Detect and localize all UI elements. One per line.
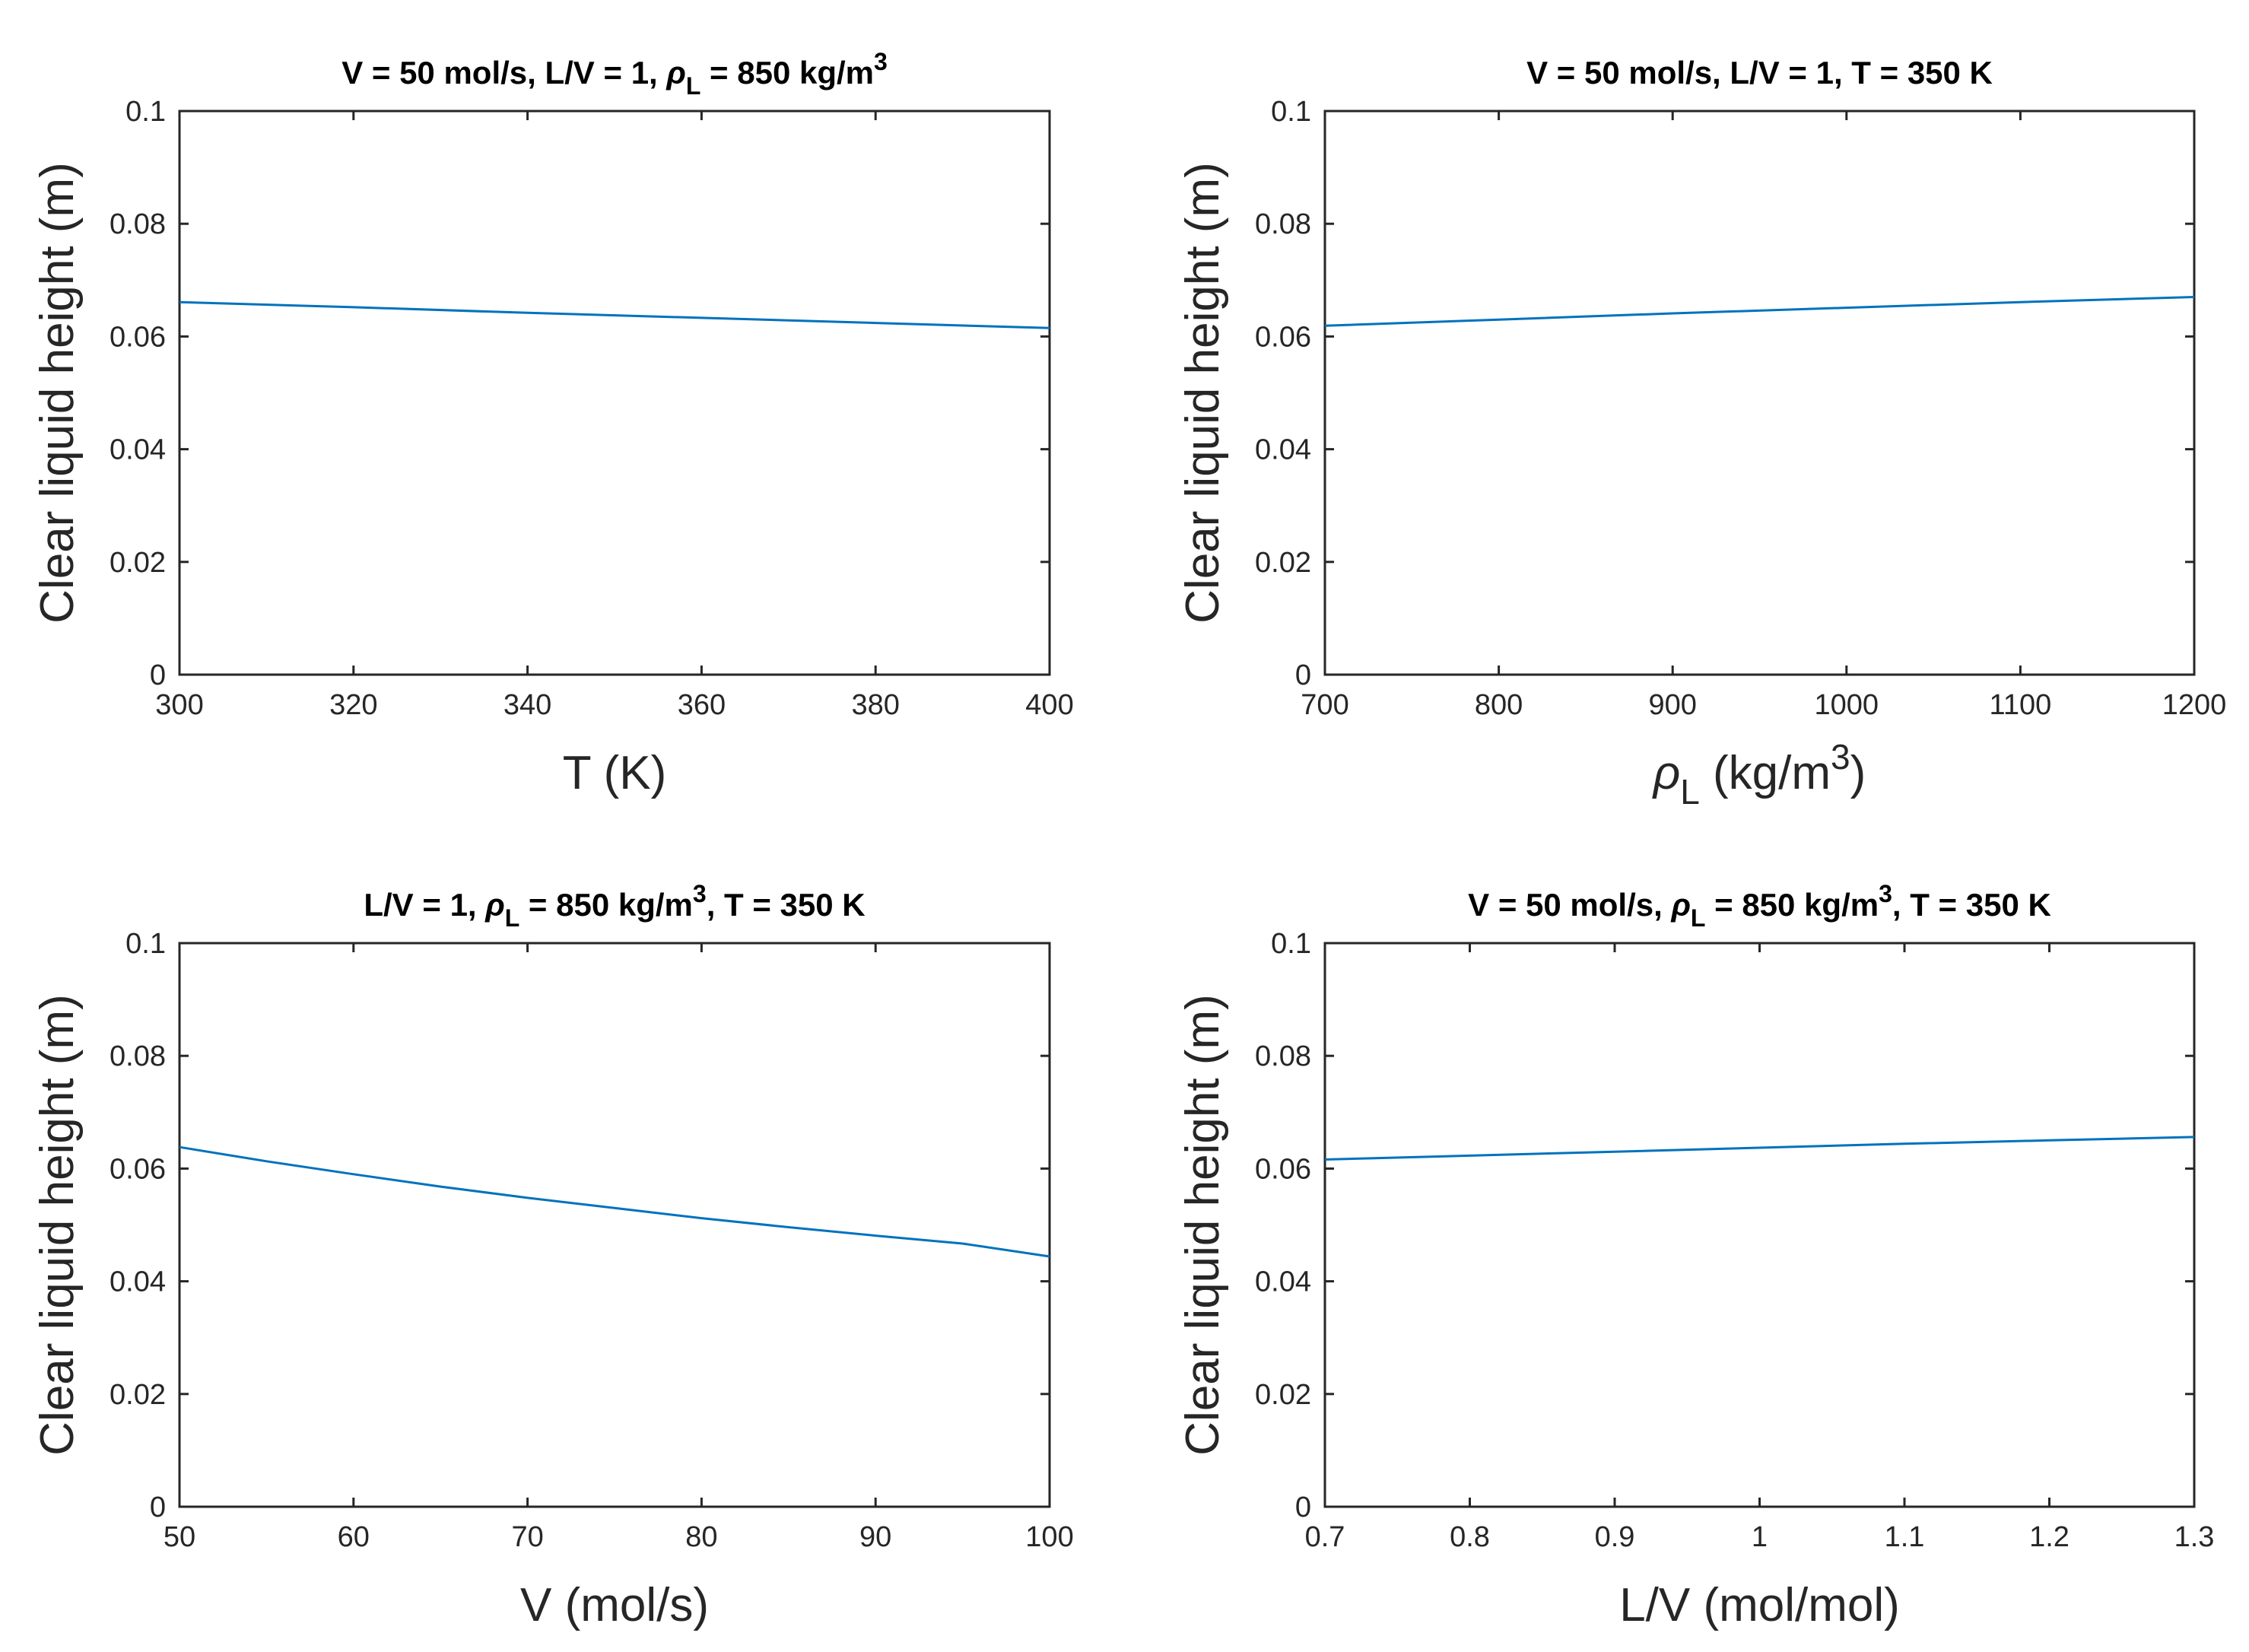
subplot-1: 300 320 340 360 380 400 0 0.02 0.04 0.06 0.08 0.1 V … xyxy=(31,48,1074,799)
plot-frame xyxy=(1323,110,2196,676)
x-tick-label: 80 xyxy=(685,1521,717,1553)
y-tick-label: 0.02 xyxy=(1255,1379,1311,1411)
x-tick-label: 1.3 xyxy=(2174,1521,2215,1553)
x-tick-label: 1200 xyxy=(2162,689,2227,721)
x-axis-label: T (K) xyxy=(563,747,667,799)
chart-title: V = 50 mol/s, L/V = 1, T = 350 K xyxy=(1526,55,1993,91)
subplot-3: 50 60 70 80 90 100 0 0.02 0.04 0.06 0.08 0.1 L/V = 1… xyxy=(31,880,1074,1631)
x-tick-label: 1 xyxy=(1752,1521,1768,1553)
y-tick-label: 0.02 xyxy=(110,1379,166,1411)
y-tick-label: 0.02 xyxy=(110,547,166,579)
x-tick-label: 0.8 xyxy=(1450,1521,1490,1553)
x-tick-label: 900 xyxy=(1648,689,1696,721)
series-line xyxy=(179,300,1050,329)
plot-frame xyxy=(1323,942,2196,1508)
x-tick-label: 340 xyxy=(503,689,551,721)
y-tick-label: 0.1 xyxy=(125,928,166,960)
y-tick-label: 0.08 xyxy=(110,208,166,240)
x-axis-label: ρL (kg/m3) xyxy=(1652,737,1866,812)
x-tick-label: 700 xyxy=(1301,689,1348,721)
x-axis-label: V (mol/s) xyxy=(520,1579,709,1631)
series-line xyxy=(1324,296,2195,327)
x-tick-label: 0.7 xyxy=(1305,1521,1345,1553)
y-tick-label: 0.06 xyxy=(1255,321,1311,353)
x-tick-label: 800 xyxy=(1475,689,1523,721)
x-tick-label: 70 xyxy=(511,1521,543,1553)
y-tick-label: 0.04 xyxy=(110,1266,166,1298)
y-tick-label: 0.06 xyxy=(110,1153,166,1185)
y-tick-label: 0.04 xyxy=(1255,1266,1311,1298)
chart-title: V = 50 mol/s, L/V = 1, ρL = 850 kg/m3 xyxy=(341,48,888,100)
x-tick-label: 90 xyxy=(859,1521,891,1553)
x-tick-label: 0.9 xyxy=(1595,1521,1635,1553)
subplot-2: 700 800 900 1000 1100 1200 0 0.02 0.04 0.06 0.08 0.… xyxy=(1177,55,2226,812)
y-axis-label: Clear liquid height (m) xyxy=(31,994,84,1455)
y-axis-label: Clear liquid height (m) xyxy=(1177,162,1229,623)
x-tick-label: 320 xyxy=(329,689,377,721)
y-tick-label: 0.04 xyxy=(110,434,166,466)
x-tick-label: 1.1 xyxy=(1885,1521,1925,1553)
series-line xyxy=(1324,1136,2195,1161)
y-tick-label: 0.08 xyxy=(1255,208,1311,240)
y-tick-label: 0.06 xyxy=(1255,1153,1311,1185)
chart-title: V = 50 mol/s, ρL = 850 kg/m3, T = 350 K xyxy=(1468,880,2051,932)
x-tick-label: 380 xyxy=(851,689,899,721)
y-tick-label: 0.1 xyxy=(1271,96,1311,128)
x-tick-label: 50 xyxy=(164,1521,195,1553)
y-axis-label: Clear liquid height (m) xyxy=(31,162,84,623)
x-axis-label: L/V (mol/mol) xyxy=(1619,1579,1900,1631)
y-tick-label: 0.06 xyxy=(110,321,166,353)
x-tick-label: 1100 xyxy=(1990,689,2052,721)
y-axis-label: Clear liquid height (m) xyxy=(1177,994,1229,1455)
chart-title: L/V = 1, ρL = 850 kg/m3, T = 350 K xyxy=(364,880,865,932)
y-tick-label: 0 xyxy=(150,1492,166,1523)
plot-frame xyxy=(178,942,1051,1508)
x-tick-label: 400 xyxy=(1025,689,1073,721)
x-tick-label: 60 xyxy=(338,1521,370,1553)
y-tick-label: 0.08 xyxy=(1255,1040,1311,1072)
y-tick-label: 0.1 xyxy=(125,96,166,128)
y-tick-label: 0.1 xyxy=(1271,928,1311,960)
plot-frame xyxy=(178,110,1051,676)
y-tick-label: 0 xyxy=(1295,659,1311,691)
series-line xyxy=(179,1145,1050,1258)
x-tick-label: 300 xyxy=(155,689,203,721)
x-tick-label: 1.2 xyxy=(2029,1521,2070,1553)
y-tick-label: 0.04 xyxy=(1255,434,1311,466)
x-tick-label: 100 xyxy=(1025,1521,1073,1553)
x-tick-label: 360 xyxy=(678,689,726,721)
y-tick-label: 0 xyxy=(1295,1492,1311,1523)
y-tick-label: 0.02 xyxy=(1255,547,1311,579)
y-tick-label: 0 xyxy=(150,659,166,691)
x-tick-label: 1000 xyxy=(1815,689,1879,721)
subplot-4: 0.7 0.8 0.9 1 1.1 1.2 1.3 0 0.02 0.04 0.06 0.08 0.1 V… xyxy=(1177,880,2214,1631)
y-tick-label: 0.08 xyxy=(110,1040,166,1072)
